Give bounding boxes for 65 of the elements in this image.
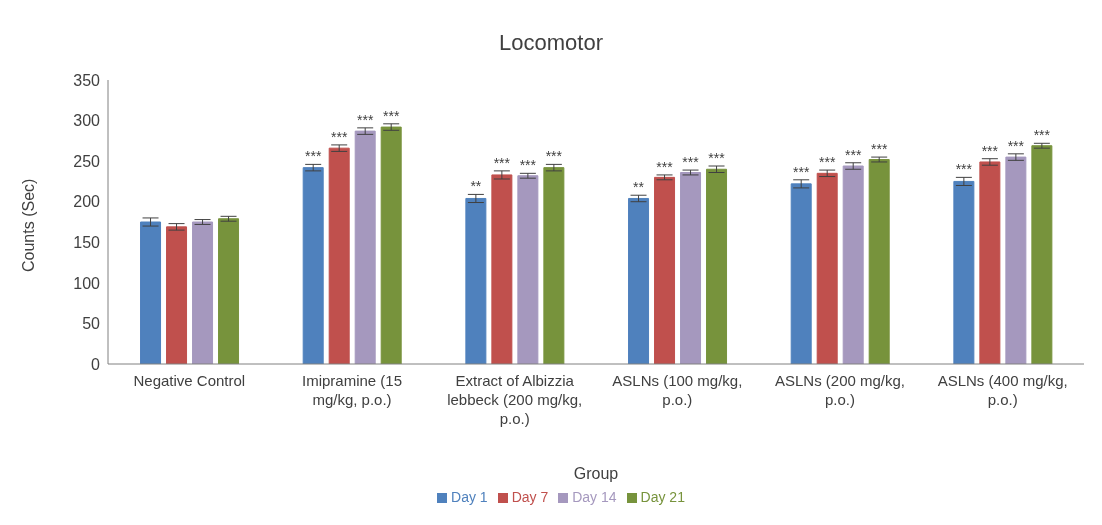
bar [517,175,539,364]
legend-label: Day 7 [511,489,549,505]
data-label: *** [656,158,674,175]
bar [953,180,975,364]
data-label: *** [682,154,700,171]
data-label: *** [331,128,348,145]
data-label: *** [357,111,374,128]
bar [680,172,702,364]
x-tick-label: Extract of Albizzia lebbeck (200 mg/kg, p.o.) [447,372,583,427]
y-tick-label: 0 [91,355,101,373]
x-axis-title: Group [573,465,619,482]
bar [628,197,650,364]
bar [1031,145,1053,364]
x-tick-label: ASLNs (200 mg/kg, p.o.) [774,372,906,408]
data-label: *** [545,148,563,165]
data-label: *** [793,163,810,180]
x-tick-label: Negative Control [133,372,246,389]
bar [979,161,1001,364]
bar [465,197,487,364]
x-tick-label: ASLNs (100 mg/kg, p.o.) [612,372,743,408]
legend-label: Day 14 [572,489,617,505]
bar [166,226,188,364]
y-tick-label: 300 [73,112,101,130]
x-tick-label: Imipramine (15 mg/kg, p.o.) [301,372,403,408]
data-label: *** [845,146,862,163]
data-label: *** [1033,127,1051,144]
y-tick-label: 350 [73,71,101,89]
y-tick-label: 250 [73,152,101,170]
y-tick-label: 150 [73,233,101,251]
bar [380,126,402,364]
chart-title: Locomotor [498,29,604,57]
y-tick-label: 200 [73,193,101,211]
bar [140,221,162,364]
y-axis-title: Counts (Sec) [19,178,37,272]
bar [868,159,890,364]
bar [706,168,728,364]
bar [1005,156,1027,364]
bar [790,183,812,364]
data-label: *** [981,142,999,159]
data-label: ** [633,179,645,196]
bar [816,172,838,364]
y-tick-label: 100 [73,274,101,292]
bar [328,147,350,364]
data-label: *** [708,150,726,167]
data-label: *** [871,141,888,158]
data-label: *** [955,161,973,178]
data-label: *** [383,107,400,124]
bar [543,167,565,364]
data-label: *** [493,154,511,171]
legend-label: Day 1 [451,489,488,505]
data-label: *** [305,148,322,165]
bar [842,165,864,364]
data-label: ** [470,178,482,195]
data-label: *** [1007,137,1025,154]
bar [354,130,376,364]
bar [654,176,676,364]
data-label: *** [819,154,836,171]
bar [218,218,240,364]
legend-label: Day 21 [640,489,685,505]
data-label: *** [519,157,537,174]
bar [192,221,214,364]
bar [491,174,513,364]
x-tick-label: ASLNs (400 mg/kg, p.o.) [937,372,1068,408]
bar [302,167,324,364]
y-tick-label: 50 [82,315,101,333]
